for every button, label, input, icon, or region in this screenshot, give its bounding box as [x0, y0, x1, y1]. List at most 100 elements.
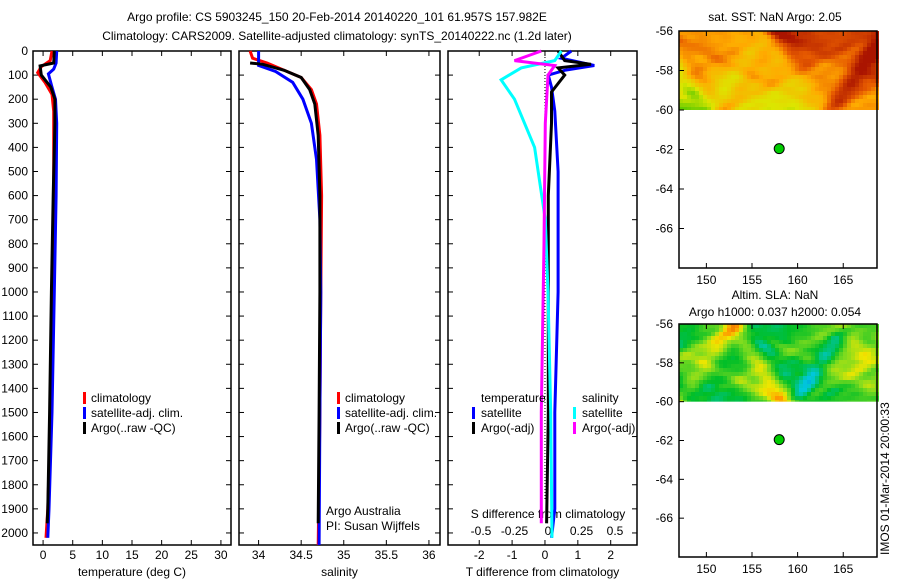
heatmap-cell — [823, 336, 827, 340]
heatmap-cell — [799, 396, 803, 400]
heatmap-cell — [747, 39, 751, 43]
heatmap-cell — [775, 368, 779, 372]
heatmap-cell — [871, 79, 875, 83]
heatmap-cell — [831, 372, 835, 376]
heatmap-cell — [743, 392, 747, 396]
heatmap-cell — [735, 396, 739, 400]
heatmap-cell — [735, 51, 739, 55]
legend-swatch — [83, 422, 86, 434]
heatmap-cell — [811, 328, 815, 332]
heatmap-cell — [691, 99, 695, 103]
heatmap-cell — [755, 107, 759, 110]
heatmap-cell — [775, 360, 779, 364]
legend-swatch — [573, 407, 576, 419]
heatmap-cell — [711, 368, 715, 372]
heatmap-cell — [683, 91, 687, 95]
heatmap-cell — [839, 83, 843, 87]
heatmap-cell — [759, 75, 763, 79]
heatmap-cell — [791, 47, 795, 51]
heatmap-cell — [811, 392, 815, 396]
heatmap-cell — [763, 103, 767, 107]
heatmap-cell — [715, 376, 719, 380]
heatmap-cell — [799, 71, 803, 75]
heatmap-cell — [695, 99, 699, 103]
heatmap-cell — [759, 364, 763, 368]
heatmap-cell — [707, 83, 711, 87]
heatmap-cell — [679, 356, 683, 360]
heatmap-cell — [779, 87, 783, 91]
heatmap-cell — [763, 348, 767, 352]
heatmap-cell — [807, 340, 811, 344]
x-tick-label: 2 — [607, 548, 614, 562]
heatmap-cell — [723, 324, 727, 328]
heatmap-cell — [819, 360, 823, 364]
heatmap-cell — [863, 59, 867, 63]
heatmap-cell — [847, 336, 851, 340]
heatmap-cell — [715, 372, 719, 376]
heatmap-cell — [763, 51, 767, 55]
heatmap-cell — [831, 352, 835, 356]
heatmap-cell — [731, 35, 735, 39]
heatmap-cell — [751, 328, 755, 332]
heatmap-cell — [767, 372, 771, 376]
heatmap-cell — [759, 352, 763, 356]
heatmap-cell — [735, 384, 739, 388]
heatmap-cell — [807, 91, 811, 95]
heatmap-cell — [719, 31, 723, 35]
heatmap-cell — [779, 39, 783, 43]
heatmap-cell — [795, 71, 799, 75]
heatmap-cell — [783, 55, 787, 59]
heatmap-cell — [811, 59, 815, 63]
heatmap-cell — [695, 39, 699, 43]
heatmap-cell — [775, 71, 779, 75]
heatmap-cell — [711, 39, 715, 43]
heatmap-cell — [755, 324, 759, 328]
y-tick-label: -66 — [656, 511, 674, 525]
heatmap-cell — [759, 63, 763, 67]
heatmap-cell — [767, 63, 771, 67]
heatmap-cell — [751, 79, 755, 83]
heatmap-cell — [739, 87, 743, 91]
heatmap-cell — [791, 95, 795, 99]
y-tick-label: 300 — [8, 116, 28, 130]
heatmap-cell — [775, 43, 779, 47]
heatmap-cell — [831, 79, 835, 83]
heatmap-cell — [795, 87, 799, 91]
y-tick-label: 0 — [21, 44, 28, 58]
heatmap-cell — [683, 59, 687, 63]
heatmap-cell — [711, 51, 715, 55]
heatmap-cell — [855, 95, 859, 99]
heatmap-cell — [747, 59, 751, 63]
heatmap-cell — [803, 59, 807, 63]
heatmap-cell — [827, 372, 831, 376]
heatmap-cell — [803, 400, 807, 402]
heatmap-cell — [867, 364, 871, 368]
heatmap-cell — [819, 392, 823, 396]
heatmap-cell — [783, 87, 787, 91]
heatmap-cell — [679, 324, 683, 328]
heatmap-cell — [779, 55, 783, 59]
heatmap-cell — [695, 324, 699, 328]
heatmap-cell — [687, 324, 691, 328]
heatmap-cell — [755, 75, 759, 79]
heatmap-cell — [811, 336, 815, 340]
heatmap-cell — [767, 360, 771, 364]
heatmap-cell — [787, 388, 791, 392]
heatmap-cell — [811, 79, 815, 83]
heatmap-cell — [699, 67, 703, 71]
heatmap-cell — [719, 39, 723, 43]
heatmap-cell — [851, 31, 855, 35]
heatmap-cell — [687, 51, 691, 55]
heatmap-cell — [695, 348, 699, 352]
heatmap-cell — [855, 344, 859, 348]
heatmap-cell — [811, 352, 815, 356]
heatmap-cell — [787, 55, 791, 59]
heatmap-cell — [771, 67, 775, 71]
heatmap-cell — [851, 99, 855, 103]
legend-swatch — [83, 392, 86, 404]
heatmap-cell — [839, 352, 843, 356]
heatmap-cell — [807, 83, 811, 87]
heatmap-cell — [795, 388, 799, 392]
heatmap-cell — [719, 107, 723, 110]
heatmap-cell — [803, 328, 807, 332]
